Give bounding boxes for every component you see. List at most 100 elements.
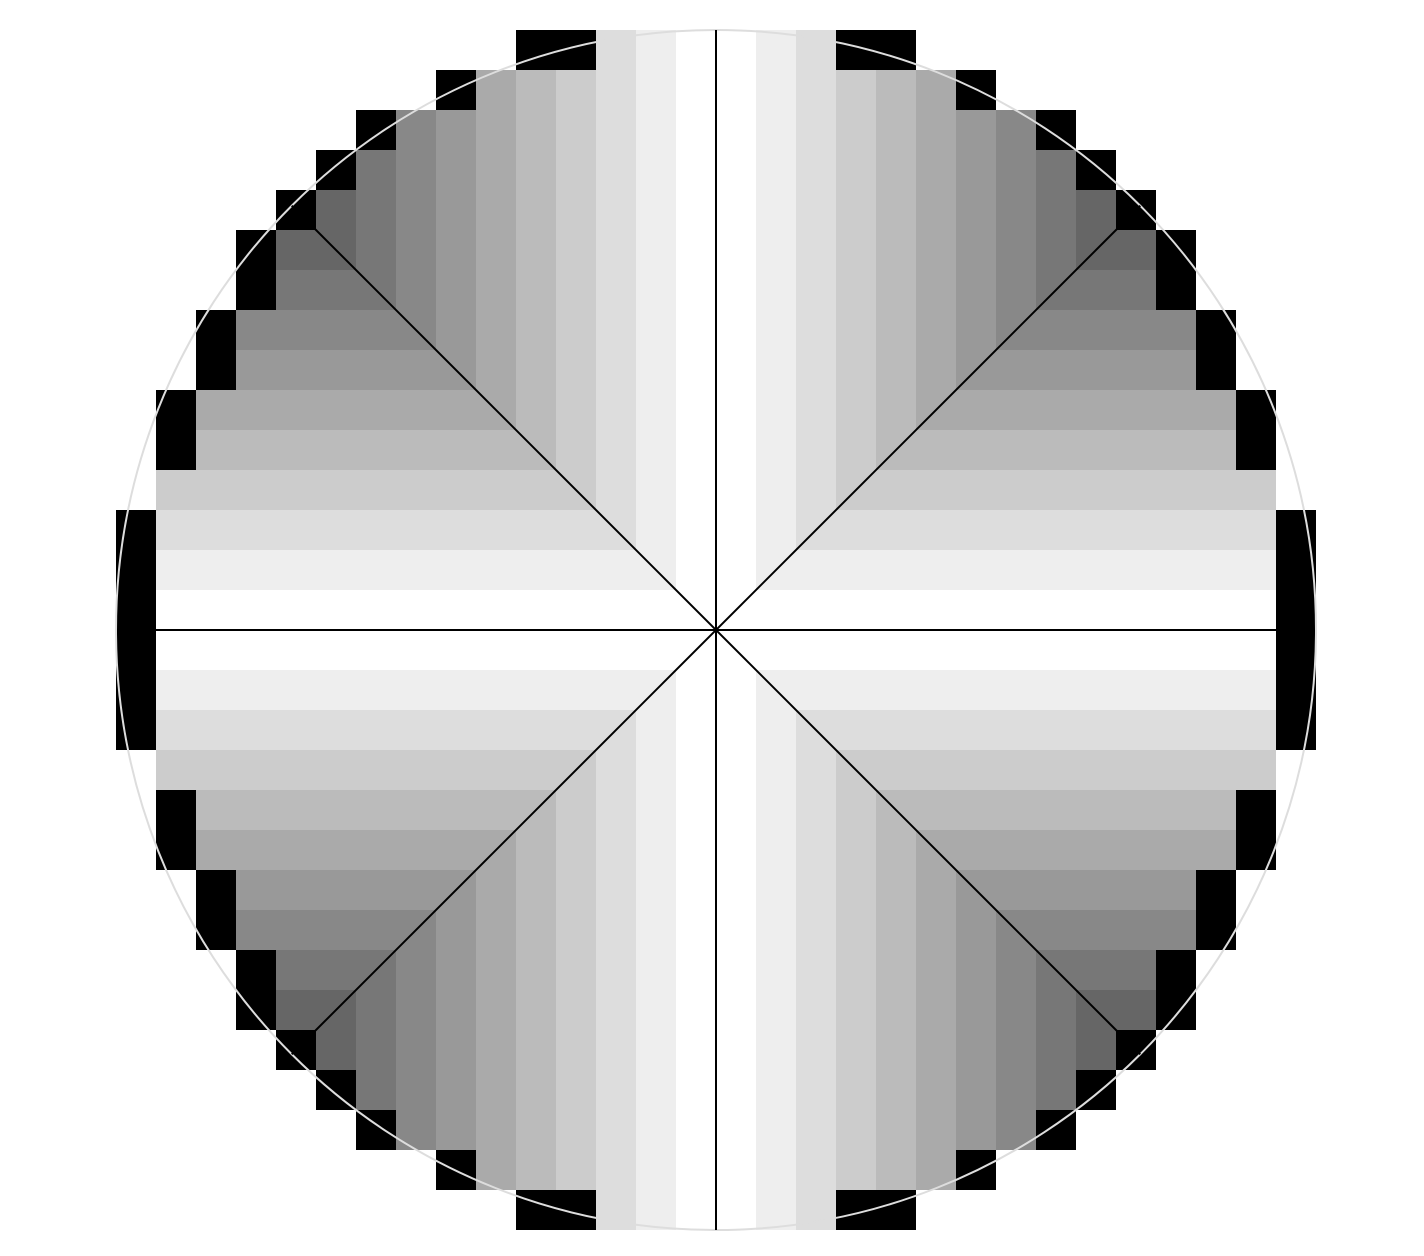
gray-cell xyxy=(516,310,556,350)
gray-cell xyxy=(796,1070,836,1110)
gray-cell xyxy=(836,830,876,870)
gray-cell xyxy=(956,430,996,470)
gray-cell xyxy=(476,270,516,310)
gray-cell xyxy=(876,350,916,390)
gray-cell xyxy=(596,350,636,390)
gray-cell xyxy=(276,390,316,430)
gray-cell xyxy=(1036,310,1076,350)
gray-cell xyxy=(1116,990,1156,1030)
gray-cell xyxy=(956,190,996,230)
gray-cell xyxy=(1036,990,1076,1030)
gray-cell xyxy=(756,990,796,1030)
gray-cell xyxy=(996,230,1036,270)
gray-cell xyxy=(276,910,316,950)
gray-cell xyxy=(796,470,836,510)
gray-cell xyxy=(756,750,796,790)
gray-cell xyxy=(876,470,916,510)
gray-cell xyxy=(436,270,476,310)
gray-cell xyxy=(876,110,916,150)
gray-cell xyxy=(556,990,596,1030)
gray-cell xyxy=(756,790,796,830)
gray-cell xyxy=(1196,670,1236,710)
gray-cell xyxy=(636,710,676,750)
gray-cell xyxy=(836,990,876,1030)
gray-cell xyxy=(836,110,876,150)
gray-cell xyxy=(356,790,396,830)
gray-cell xyxy=(516,230,556,270)
gray-cell xyxy=(756,430,796,470)
gray-cell xyxy=(796,910,836,950)
gray-cell xyxy=(156,670,196,710)
gray-cell xyxy=(596,110,636,150)
ring-cell xyxy=(316,1070,356,1110)
gray-cell xyxy=(436,430,476,470)
gray-cell xyxy=(236,830,276,870)
gray-cell xyxy=(1156,910,1196,950)
gray-cell xyxy=(916,790,956,830)
gray-cell xyxy=(876,150,916,190)
gray-cell xyxy=(316,310,356,350)
gray-cell xyxy=(636,1110,676,1150)
gray-cell xyxy=(276,510,316,550)
ring-cell xyxy=(1156,950,1196,990)
gray-cell xyxy=(596,550,636,590)
gray-cell xyxy=(1156,550,1196,590)
gray-cell xyxy=(1116,830,1156,870)
gray-cell xyxy=(476,1070,516,1110)
gray-cell xyxy=(1196,830,1236,870)
gray-cell xyxy=(836,390,876,430)
gray-cell xyxy=(996,430,1036,470)
gray-cell xyxy=(316,390,356,430)
gray-cell xyxy=(316,790,356,830)
gray-cell xyxy=(476,1030,516,1070)
gray-cell xyxy=(876,550,916,590)
gray-cell xyxy=(1036,830,1076,870)
gray-cell xyxy=(996,110,1036,150)
gray-cell xyxy=(836,1070,876,1110)
gray-cell xyxy=(996,1070,1036,1110)
gray-cell xyxy=(596,670,636,710)
ring-cell xyxy=(236,270,276,310)
gray-cell xyxy=(396,1110,436,1150)
gray-cell xyxy=(836,190,876,230)
gray-cell xyxy=(436,750,476,790)
gray-cell xyxy=(916,990,956,1030)
gray-cell xyxy=(956,390,996,430)
gray-cell xyxy=(756,350,796,390)
gray-cell xyxy=(996,190,1036,230)
ring-cell xyxy=(876,30,916,70)
gray-cell xyxy=(356,670,396,710)
gray-cell xyxy=(356,470,396,510)
gray-cell xyxy=(156,710,196,750)
gray-cell xyxy=(556,910,596,950)
gray-cell xyxy=(316,510,356,550)
gray-cell xyxy=(1036,470,1076,510)
gray-cell xyxy=(476,430,516,470)
ring-cell xyxy=(196,310,236,350)
gray-cell xyxy=(1036,1030,1076,1070)
gray-cell xyxy=(556,950,596,990)
gray-cell xyxy=(756,1030,796,1070)
gray-cell xyxy=(916,350,956,390)
gray-cell xyxy=(556,190,596,230)
ring-cell xyxy=(196,350,236,390)
gray-cell xyxy=(156,750,196,790)
gray-cell xyxy=(796,790,836,830)
gray-cell xyxy=(1116,230,1156,270)
gray-cell xyxy=(876,270,916,310)
gray-cell xyxy=(756,870,796,910)
gray-cell xyxy=(516,1110,556,1150)
gray-cell xyxy=(236,870,276,910)
gray-cell xyxy=(356,710,396,750)
gray-cell xyxy=(836,670,876,710)
gray-cell xyxy=(596,230,636,270)
gray-cell xyxy=(996,150,1036,190)
gray-cell xyxy=(996,790,1036,830)
gray-cell xyxy=(1196,550,1236,590)
gray-cell xyxy=(996,390,1036,430)
gray-cell xyxy=(956,510,996,550)
gray-cell xyxy=(596,750,636,790)
gray-cell xyxy=(796,270,836,310)
gray-cell xyxy=(276,470,316,510)
gray-cell xyxy=(1156,750,1196,790)
